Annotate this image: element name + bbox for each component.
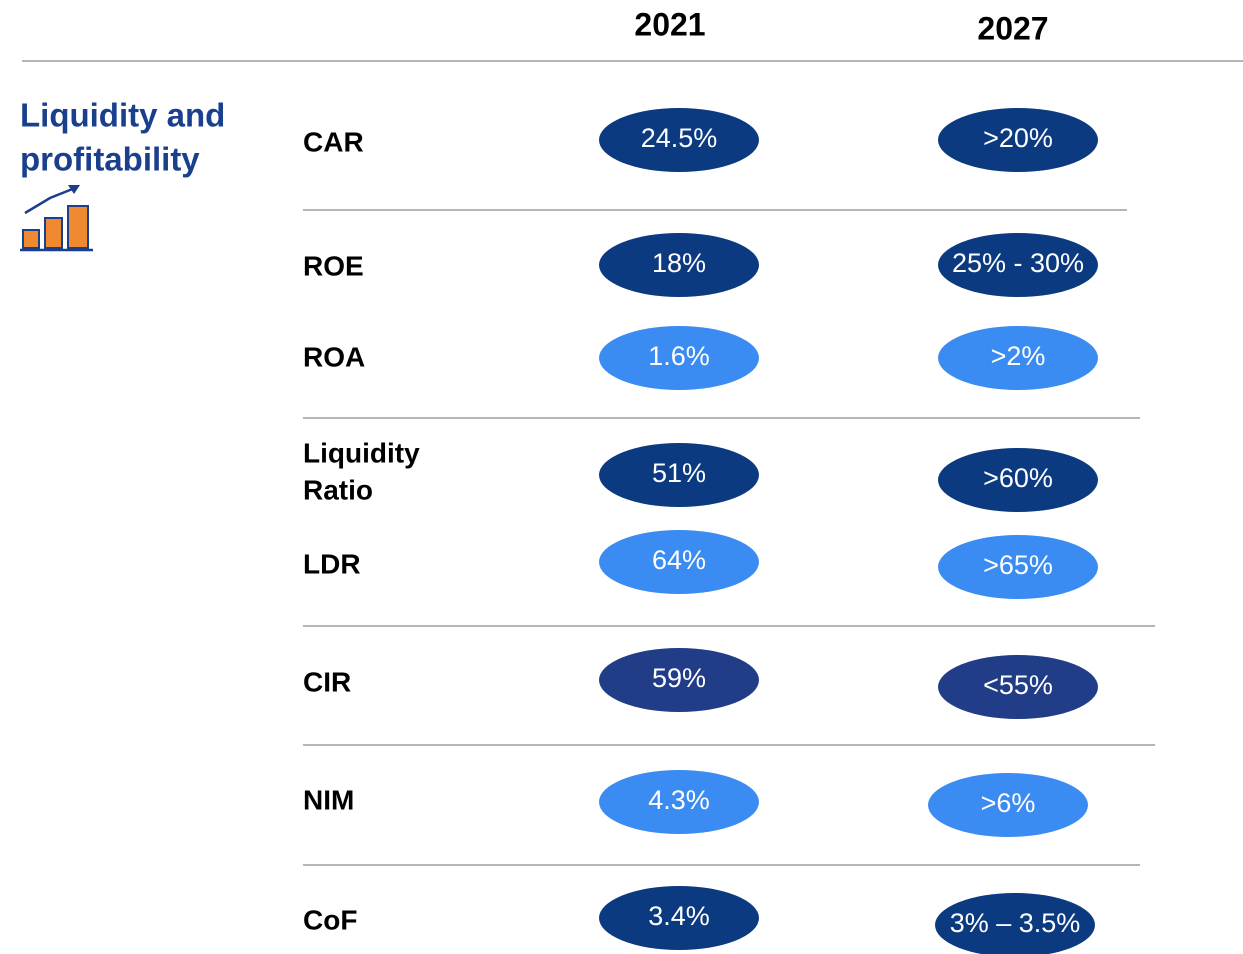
value-pill — [935, 893, 1095, 954]
value-pill — [938, 448, 1098, 512]
metric-value: 25% - 30% — [952, 248, 1084, 278]
metric-value: 4.3% — [648, 785, 710, 815]
metric-row: ROA 1.6% >2% — [303, 326, 1098, 390]
metric-value: 64% — [652, 545, 706, 575]
section-title: Liquidity and — [20, 97, 225, 134]
metric-value: 1.6% — [648, 341, 710, 371]
metric-label: LDR — [303, 548, 361, 579]
column-header: 2027 — [977, 10, 1048, 46]
metric-row: Liquidity Ratio 51% >60% — [303, 437, 1098, 512]
metric-label: CAR — [303, 126, 364, 157]
metric-value: 59% — [652, 663, 706, 693]
metric-label: CIR — [303, 666, 351, 697]
value-pill — [938, 233, 1098, 297]
metric-label: NIM — [303, 784, 354, 815]
value-pill — [938, 326, 1098, 390]
metric-label: ROE — [303, 250, 364, 281]
metric-value: 3.4% — [648, 901, 710, 931]
metric-row: ROE 18% 25% - 30% — [303, 233, 1098, 297]
growth-icon — [20, 185, 93, 252]
value-pill — [599, 326, 759, 390]
metric-row: NIM 4.3% >6% — [303, 770, 1088, 837]
metric-row: CAR 24.5% >20% — [303, 108, 1098, 172]
metric-row: CoF 3.4% 3% – 3.5% — [303, 886, 1095, 954]
metric-value: >20% — [983, 123, 1053, 153]
metric-row: CIR 59% <55% — [303, 648, 1098, 719]
value-pill — [938, 108, 1098, 172]
metric-label: CoF — [303, 904, 357, 935]
value-pill — [938, 535, 1098, 599]
value-pill — [599, 770, 759, 834]
metric-value: 18% — [652, 248, 706, 278]
metric-label: ROA — [303, 341, 365, 372]
metric-value: 24.5% — [641, 123, 718, 153]
value-pill — [928, 773, 1088, 837]
metric-value: >2% — [991, 341, 1046, 371]
value-pill — [599, 443, 759, 507]
metric-value: 51% — [652, 458, 706, 488]
value-pill — [599, 108, 759, 172]
metric-value: >65% — [983, 550, 1053, 580]
metric-value: 3% – 3.5% — [950, 908, 1081, 938]
value-pill — [599, 886, 759, 950]
value-pill — [599, 233, 759, 297]
section-title: profitability — [20, 141, 200, 178]
metric-value: <55% — [983, 670, 1053, 700]
column-header: 2021 — [634, 6, 705, 42]
metric-value: >6% — [981, 788, 1036, 818]
value-pill — [938, 655, 1098, 719]
metric-label: Ratio — [303, 474, 373, 505]
metric-row: LDR 64% >65% — [303, 530, 1098, 599]
value-pill — [599, 530, 759, 594]
metric-value: >60% — [983, 463, 1053, 493]
value-pill — [599, 648, 759, 712]
metric-label: Liquidity — [303, 437, 420, 468]
